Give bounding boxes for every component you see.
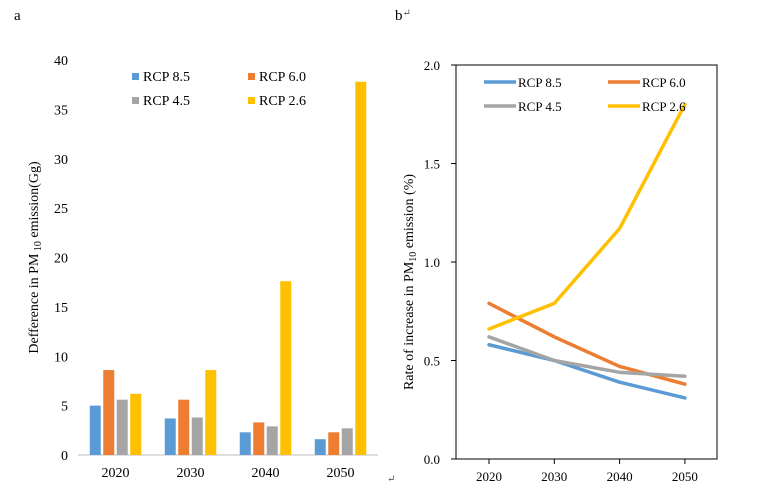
- chart-b-y-tick-2: 1.0: [424, 255, 440, 270]
- chart-a-y-tick-1: 5: [61, 400, 68, 415]
- chart-b-y-tick-1: 0.5: [424, 354, 440, 369]
- chart-b-y-ticks: 0.0 0.5 1.0 1.5 2.0: [424, 58, 456, 467]
- chart-a-y-label: Defference in PM 10 emission(Gg): [27, 161, 44, 354]
- chart-a-y-tick-0: 0: [61, 449, 68, 464]
- chart-a-y-tick-4: 20: [54, 252, 68, 267]
- chart-a-x-tick-2020: 2020: [102, 466, 130, 481]
- chart-a-legend-label-rcp-2-6: RCP 2.6: [259, 94, 306, 109]
- chart-a-bar-rcp-2-6-2040: [280, 281, 292, 455]
- chart-a: 0 5 10 15 20 25 30 35 40 2020 2030 2040 2050 RCP 8.…: [27, 54, 378, 481]
- chart-b-y-tick-0: 0.0: [424, 452, 440, 467]
- chart-b-legend: RCP 8.5 RCP 6.0 RCP 4.5 RCP 2.6: [484, 75, 686, 114]
- chart-a-legend-label-rcp-8-5: RCP 8.5: [143, 70, 190, 85]
- chart-a-bar-rcp-8-5-2040: [239, 432, 251, 455]
- chart-b-line-rcp-2-6: [487, 102, 687, 331]
- chart-a-legend-label-rcp-6-0: RCP 6.0: [259, 70, 306, 85]
- chart-b-legend-label-rcp-2-6: RCP 2.6: [642, 99, 686, 114]
- chart-b-line-rcp-8-5: [487, 342, 687, 400]
- chart-b-y-label-sub: 10: [408, 252, 419, 262]
- chart-b-line-rcp-4-5: [487, 335, 687, 379]
- chart-b-plot-frame: [455, 64, 718, 460]
- chart-a-legend-swatch-rcp-6-0: [248, 73, 255, 80]
- chart-a-bar-rcp-2-6-2030: [205, 370, 217, 455]
- chart-a-bar-rcp-4-5-2030: [191, 417, 203, 455]
- chart-b-legend-label-rcp-8-5: RCP 8.5: [518, 75, 562, 90]
- paragraph-mark-bottom: ↵: [387, 474, 396, 485]
- chart-b-lines: [487, 102, 687, 400]
- chart-a-x-tick-2030: 2030: [177, 466, 205, 481]
- chart-b-y-label-prefix: Rate of increase in PM: [402, 261, 417, 390]
- chart-a-x-tick-2050: 2050: [327, 466, 355, 481]
- chart-a-bars: [89, 81, 367, 455]
- chart-b: 0.0 0.5 1.0 1.5 2.0 2020 2030 2040 2050 RCP 8.5…: [402, 58, 718, 484]
- chart-a-bar-rcp-8-5-2030: [164, 418, 176, 455]
- chart-a-x-ticks: 2020 2030 2040 2050: [102, 466, 355, 481]
- chart-b-x-tick-2020: 2020: [476, 469, 502, 484]
- chart-a-bar-rcp-6-0-2050: [328, 432, 340, 455]
- chart-a-x-tick-2040: 2040: [252, 466, 280, 481]
- chart-a-bar-rcp-2-6-2020: [130, 393, 142, 455]
- chart-a-bar-rcp-6-0-2020: [103, 370, 115, 455]
- chart-a-bar-rcp-4-5-2050: [341, 428, 353, 455]
- chart-a-y-label-suffix: emission(Gg): [27, 161, 42, 241]
- chart-b-x-tick-2030: 2030: [541, 469, 567, 484]
- chart-a-y-tick-7: 35: [54, 103, 68, 118]
- chart-a-bar-rcp-8-5-2050: [314, 439, 326, 455]
- chart-a-y-tick-5: 25: [54, 202, 68, 217]
- chart-a-y-tick-3: 15: [54, 301, 68, 316]
- chart-b-y-label: Rate of increase in PM10 emission (%): [402, 174, 419, 390]
- chart-b-y-label-suffix: emission (%): [402, 174, 417, 252]
- chart-b-x-ticks: 2020 2030 2040 2050: [476, 459, 698, 484]
- chart-a-bar-rcp-4-5-2040: [266, 426, 278, 455]
- chart-b-x-tick-2050: 2050: [672, 469, 698, 484]
- chart-b-x-tick-2040: 2040: [607, 469, 633, 484]
- chart-a-legend-swatch-rcp-8-5: [132, 73, 139, 80]
- chart-b-legend-label-rcp-4-5: RCP 4.5: [518, 99, 562, 114]
- chart-a-legend-label-rcp-4-5: RCP 4.5: [143, 94, 190, 109]
- chart-a-legend-swatch-rcp-2-6: [248, 97, 255, 104]
- panel-label-b-text: b: [395, 8, 403, 24]
- panel-label-a: a: [14, 8, 21, 24]
- paragraph-mark: ↵: [402, 8, 411, 19]
- chart-b-y-tick-3: 1.5: [424, 157, 440, 172]
- chart-a-y-label-prefix: Defference in PM: [27, 253, 42, 354]
- chart-a-legend: RCP 8.5 RCP 6.0 RCP 4.5 RCP 2.6: [132, 70, 306, 109]
- chart-a-y-tick-6: 30: [54, 153, 68, 168]
- chart-a-bar-rcp-8-5-2020: [89, 405, 101, 455]
- chart-a-bar-rcp-6-0-2040: [253, 422, 265, 455]
- chart-b-y-tick-4: 2.0: [424, 58, 440, 73]
- panel-label-b: b ↵: [395, 8, 411, 25]
- chart-a-y-label-sub: 10: [33, 241, 44, 254]
- chart-b-legend-label-rcp-6-0: RCP 6.0: [642, 75, 686, 90]
- chart-a-bar-rcp-2-6-2050: [355, 81, 367, 455]
- chart-a-y-ticks: 0 5 10 15 20 25 30 35 40: [54, 54, 68, 464]
- chart-a-bar-rcp-4-5-2020: [116, 399, 128, 455]
- chart-a-legend-swatch-rcp-4-5: [132, 97, 139, 104]
- chart-a-y-tick-2: 10: [54, 350, 68, 365]
- chart-a-bar-rcp-6-0-2030: [178, 399, 190, 455]
- chart-a-y-tick-8: 40: [54, 54, 68, 69]
